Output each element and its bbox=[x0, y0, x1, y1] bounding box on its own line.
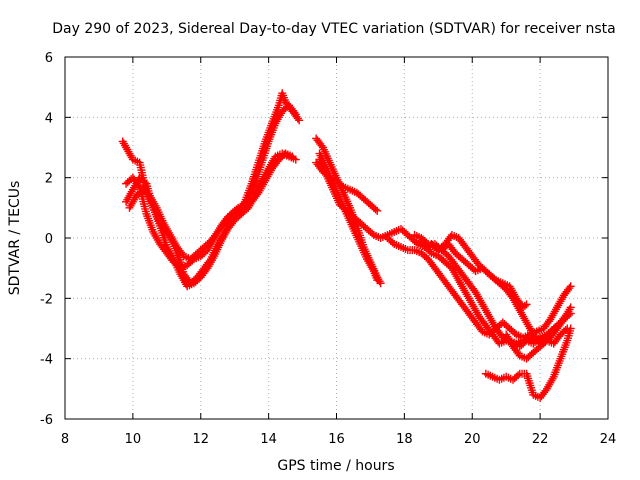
data-point bbox=[561, 326, 570, 335]
data-point bbox=[291, 110, 300, 119]
data-point bbox=[232, 205, 241, 214]
data-point bbox=[522, 300, 531, 309]
series-track-13 bbox=[481, 324, 575, 402]
x-tick-label: 14 bbox=[260, 432, 277, 447]
y-tick-label: 4 bbox=[45, 111, 53, 126]
data-point bbox=[288, 152, 297, 161]
data-point bbox=[371, 205, 380, 214]
chart-title: Day 290 of 2023, Sidereal Day-to-day VTE… bbox=[52, 21, 615, 37]
data-point bbox=[566, 282, 575, 291]
y-tick-label: -2 bbox=[40, 292, 53, 307]
series-track-4 bbox=[125, 149, 297, 264]
x-tick-label: 8 bbox=[61, 432, 69, 447]
x-tick-label: 22 bbox=[532, 432, 549, 447]
x-axis-label: GPS time / hours bbox=[277, 458, 394, 474]
data-point bbox=[373, 206, 382, 215]
data-point bbox=[561, 313, 570, 322]
x-tick-label: 24 bbox=[600, 432, 617, 447]
data-point bbox=[563, 312, 572, 321]
x-tick-label: 10 bbox=[125, 432, 142, 447]
data-point bbox=[514, 371, 523, 380]
x-tick-label: 20 bbox=[464, 432, 481, 447]
series-track-9 bbox=[383, 234, 575, 342]
data-point bbox=[290, 108, 299, 117]
series-track-14 bbox=[502, 324, 572, 363]
y-tick-label: 6 bbox=[45, 51, 53, 66]
x-tick-label: 16 bbox=[328, 432, 345, 447]
plot-frame bbox=[64, 56, 609, 420]
y-axis-label: SDTVAR / TECUs bbox=[7, 181, 23, 296]
data-point bbox=[293, 114, 302, 123]
x-tick-label: 12 bbox=[192, 432, 209, 447]
data-points bbox=[118, 89, 575, 402]
y-tick-label: -4 bbox=[40, 353, 53, 368]
data-point bbox=[563, 324, 572, 333]
x-tick-label: 18 bbox=[396, 432, 413, 447]
y-tick-label: 0 bbox=[45, 232, 53, 247]
data-point bbox=[373, 276, 382, 285]
data-point bbox=[295, 116, 304, 125]
y-tick-label: 2 bbox=[45, 172, 53, 187]
y-tick-label: -6 bbox=[40, 413, 53, 428]
data-point bbox=[520, 301, 529, 310]
grid-lines bbox=[65, 57, 608, 419]
data-point bbox=[565, 284, 574, 293]
